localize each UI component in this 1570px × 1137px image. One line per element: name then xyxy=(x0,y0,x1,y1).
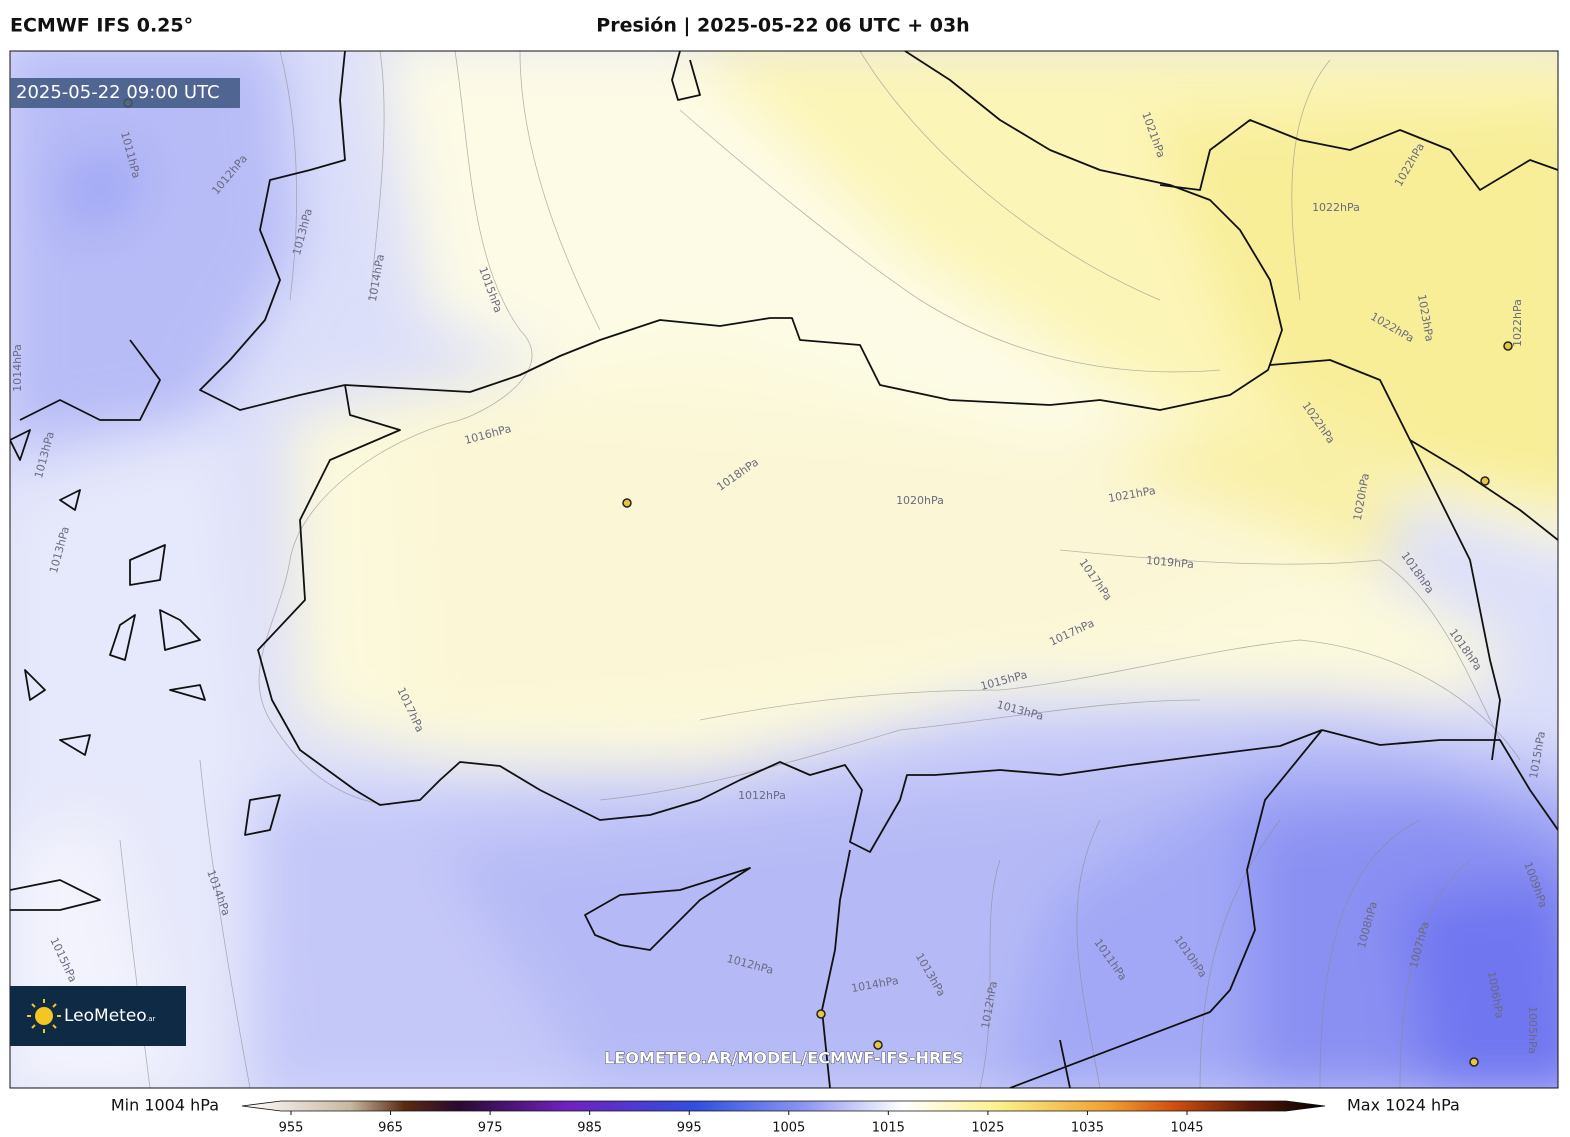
colorbar-tick-label: 955 xyxy=(279,1121,304,1136)
timestamp-box xyxy=(10,78,240,108)
map-frame xyxy=(9,50,1559,1089)
colorbar: Min 1004 hPa Max 1024 hPa 955 965 975 985 99… xyxy=(111,1096,1460,1136)
colorbar-tick-label: 995 xyxy=(677,1121,702,1136)
max-label: Max 1024 hPa xyxy=(1347,1096,1460,1115)
contour-label: 1005hPa xyxy=(1526,1006,1539,1054)
city-marker xyxy=(816,1009,826,1019)
colorbar-tick-label: 1045 xyxy=(1170,1121,1203,1136)
contour-label: 1022hPa xyxy=(1511,299,1524,347)
watermark: LEOMETEO.AR/MODEL/ECMWF-IFS-HRES xyxy=(604,1049,964,1068)
contour-label: 1012hPa xyxy=(738,789,786,802)
city-marker xyxy=(873,1040,883,1050)
pressure-field xyxy=(10,51,1558,1088)
logo-sun xyxy=(35,1007,53,1025)
logo-rays xyxy=(27,999,61,1033)
isobars xyxy=(119,51,1521,1088)
timestamp: 2025-05-22 09:00 UTC xyxy=(16,82,220,103)
contour-label: 1022hPa xyxy=(1312,201,1360,214)
contour-label: 1019hPa xyxy=(1146,554,1195,571)
logo-text: LeoMeteo xyxy=(64,1006,147,1026)
city-marker xyxy=(1480,476,1490,486)
logo-suffix: .ar xyxy=(146,1015,156,1023)
colorbar-tick-label: 975 xyxy=(478,1121,503,1136)
colorbar-tick-label: 1025 xyxy=(971,1121,1004,1136)
city-marker xyxy=(1503,341,1513,351)
colorbar-tick-label: 1035 xyxy=(1071,1121,1104,1136)
contour-label: 1014hPa xyxy=(11,344,24,392)
city-marker xyxy=(1469,1057,1479,1067)
min-label: Min 1004 hPa xyxy=(111,1096,219,1115)
colorbar-tick-label: 985 xyxy=(577,1121,602,1136)
coastlines xyxy=(10,51,1558,1088)
contour-label: 1020hPa xyxy=(896,494,944,507)
colorbar-tick-label: 1015 xyxy=(872,1121,905,1136)
model-name: ECMWF IFS 0.25° xyxy=(10,15,193,37)
colorbar-scale xyxy=(241,1100,1326,1112)
colorbar-tick-label: 1005 xyxy=(772,1121,805,1136)
map-title: Presión | 2025-05-22 06 UTC + 03h xyxy=(596,15,969,37)
colorbar-tick-label: 965 xyxy=(378,1121,403,1136)
city-marker xyxy=(622,498,632,508)
